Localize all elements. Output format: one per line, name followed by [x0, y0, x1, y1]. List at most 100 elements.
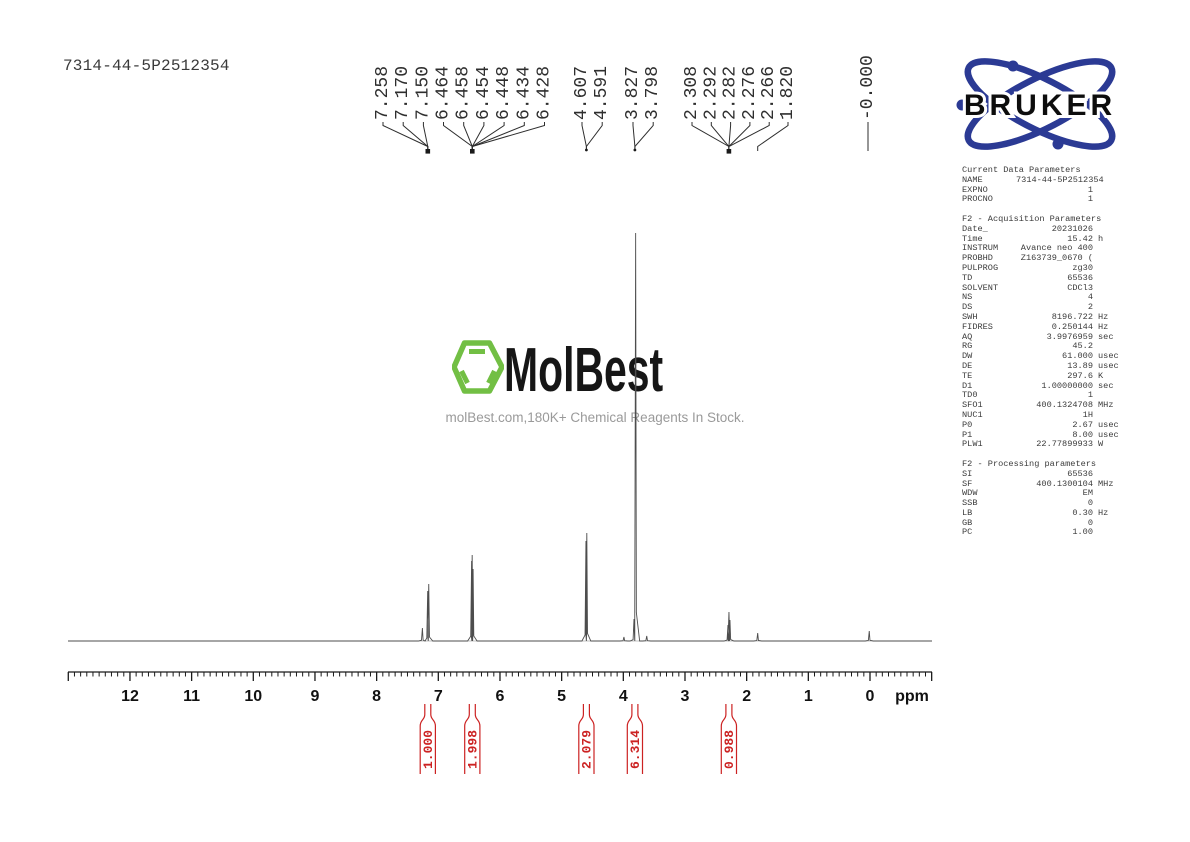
param-unit: sec [1098, 380, 1114, 391]
peak-label-connector [471, 122, 505, 151]
integral-value: 6.314 [628, 730, 643, 769]
param-label: SOLVENT [962, 282, 999, 293]
peak-label-connector [471, 122, 545, 151]
param-value: CDCl3 [1067, 282, 1093, 293]
param-row: GB 0 [962, 518, 1132, 529]
param-value: 0.30 [1072, 507, 1093, 518]
convergence-square-marker [470, 149, 475, 154]
param-label: TD0 [962, 390, 978, 401]
x-axis: 12 11 10 9 8 7 6 5 4 3 2 1 0 ppm [67, 671, 933, 705]
param-value: 1 [1087, 194, 1093, 205]
param-label: PC [962, 527, 973, 538]
param-unit: usec [1098, 419, 1119, 430]
peak-shift-label: 7.170 [393, 66, 413, 120]
x-axis-tick-label: 4 [619, 688, 628, 705]
param-row: SWH 8196.722 Hz [962, 311, 1132, 323]
param-value: 1.00000000 [1041, 380, 1093, 391]
param-label: FIDRES [962, 321, 993, 332]
peak-shift-label: 4.591 [592, 66, 612, 120]
integral-value: 1.998 [466, 730, 481, 769]
x-axis-tick-label: 8 [372, 688, 381, 705]
param-row: D1 1.00000000 sec [962, 380, 1132, 392]
param-label: AQ [962, 331, 973, 342]
param-unit: sec [1098, 331, 1114, 342]
integral-bracket-right [474, 704, 481, 774]
param-row: TD0 1 [962, 391, 1132, 401]
param-unit: usec [1098, 360, 1119, 371]
param-label: TD [962, 272, 973, 283]
param-unit [1093, 264, 1132, 274]
molbest-brand-text: MolBest [504, 336, 664, 405]
peak-shift-label: 4.607 [572, 66, 592, 120]
peak-label-connector [691, 122, 730, 151]
orbit-ellipse [964, 58, 1116, 150]
x-axis-tick-label: 6 [496, 688, 505, 705]
convergence-square-marker [425, 149, 431, 154]
integral-bracket-left [720, 704, 727, 774]
x-axis-tick-label: 11 [183, 688, 200, 705]
param-row: SI 65536 [962, 468, 1132, 480]
peak-shift-label: 6.464 [434, 66, 454, 120]
parameters-panel: Current Data Parameters NAME 7314-44-5P251… [962, 165, 1132, 538]
peak-shift-label: 3.827 [623, 66, 643, 120]
param-unit: W [1098, 439, 1104, 450]
orbit-dot [1007, 60, 1019, 72]
param-unit [1093, 519, 1132, 529]
param-row: SSB 0 [962, 498, 1132, 509]
orbit-dot [956, 99, 968, 111]
param-value: 400.1300104 [1036, 478, 1093, 489]
peak-label-connector [710, 122, 730, 151]
param-row: TE 297.6 K [962, 370, 1132, 382]
param-label: SI [962, 468, 973, 479]
param-row: WDW EM [962, 488, 1132, 499]
param-value: 1 [1087, 184, 1093, 195]
param-unit [1093, 274, 1132, 284]
param-value: 400.1324708 [1036, 400, 1093, 411]
param-value: 297.6 [1067, 370, 1093, 381]
param-value: 8.00 [1072, 429, 1093, 440]
param-label: EXPNO [962, 184, 988, 195]
molbest-watermark: MolBest molBest.com,180K+ Chemical Reage… [440, 330, 750, 435]
param-row: P1 8.00 usec [962, 429, 1132, 441]
param-value: Avance neo 400 [1020, 243, 1093, 254]
param-row: TD 65536 [962, 272, 1132, 284]
param-value: zg30 [1072, 262, 1093, 273]
param-unit: Hz [1098, 311, 1109, 322]
param-section-header: Current Data Parameters [962, 165, 1081, 175]
param-value: 2 [1087, 302, 1093, 313]
param-unit: usec [1098, 351, 1119, 362]
hexagon-outline [452, 340, 504, 394]
param-unit: h [1098, 233, 1104, 244]
peak-shift-label: 6.434 [514, 66, 534, 120]
x-axis-tick-label: 5 [557, 688, 566, 705]
param-row: LB 0.30 Hz [962, 507, 1132, 519]
x-axis-tick-label: 0 [866, 688, 875, 705]
param-unit [1093, 528, 1132, 538]
integral-bracket-right [731, 704, 738, 774]
peak-shift-label: 1.820 [778, 66, 798, 120]
integral-annotations: 1.000 1.998 2.079 6.314 0.988 [419, 704, 738, 774]
param-label: WDW [962, 488, 978, 499]
param-value: Z163739_0670 ( [1020, 253, 1093, 264]
param-row: RG 45.2 [962, 342, 1132, 352]
param-unit [1093, 244, 1132, 254]
param-row: INSTRUM Avance neo 400 [962, 244, 1132, 254]
param-label: P1 [962, 429, 973, 440]
param-label: PULPROG [962, 262, 999, 273]
integral-bracket-left [578, 704, 584, 774]
param-row: Time 15.42 h [962, 233, 1132, 245]
x-axis-tick-label: 12 [121, 688, 139, 705]
peak-label-connector [382, 122, 429, 151]
peak-shift-label: 2.266 [759, 66, 779, 120]
param-label: NUC1 [962, 409, 983, 420]
param-row: DS 2 [962, 302, 1132, 313]
integral-bracket-left [419, 704, 426, 774]
param-unit: MHz [1098, 478, 1114, 489]
param-label: SWH [962, 311, 978, 322]
param-row: P0 2.67 usec [962, 419, 1132, 431]
param-row: SOLVENT CDCl3 [962, 282, 1132, 294]
param-label: SSB [962, 498, 978, 509]
param-label: Date_ [962, 223, 988, 234]
param-row: NS 4 [962, 293, 1132, 303]
